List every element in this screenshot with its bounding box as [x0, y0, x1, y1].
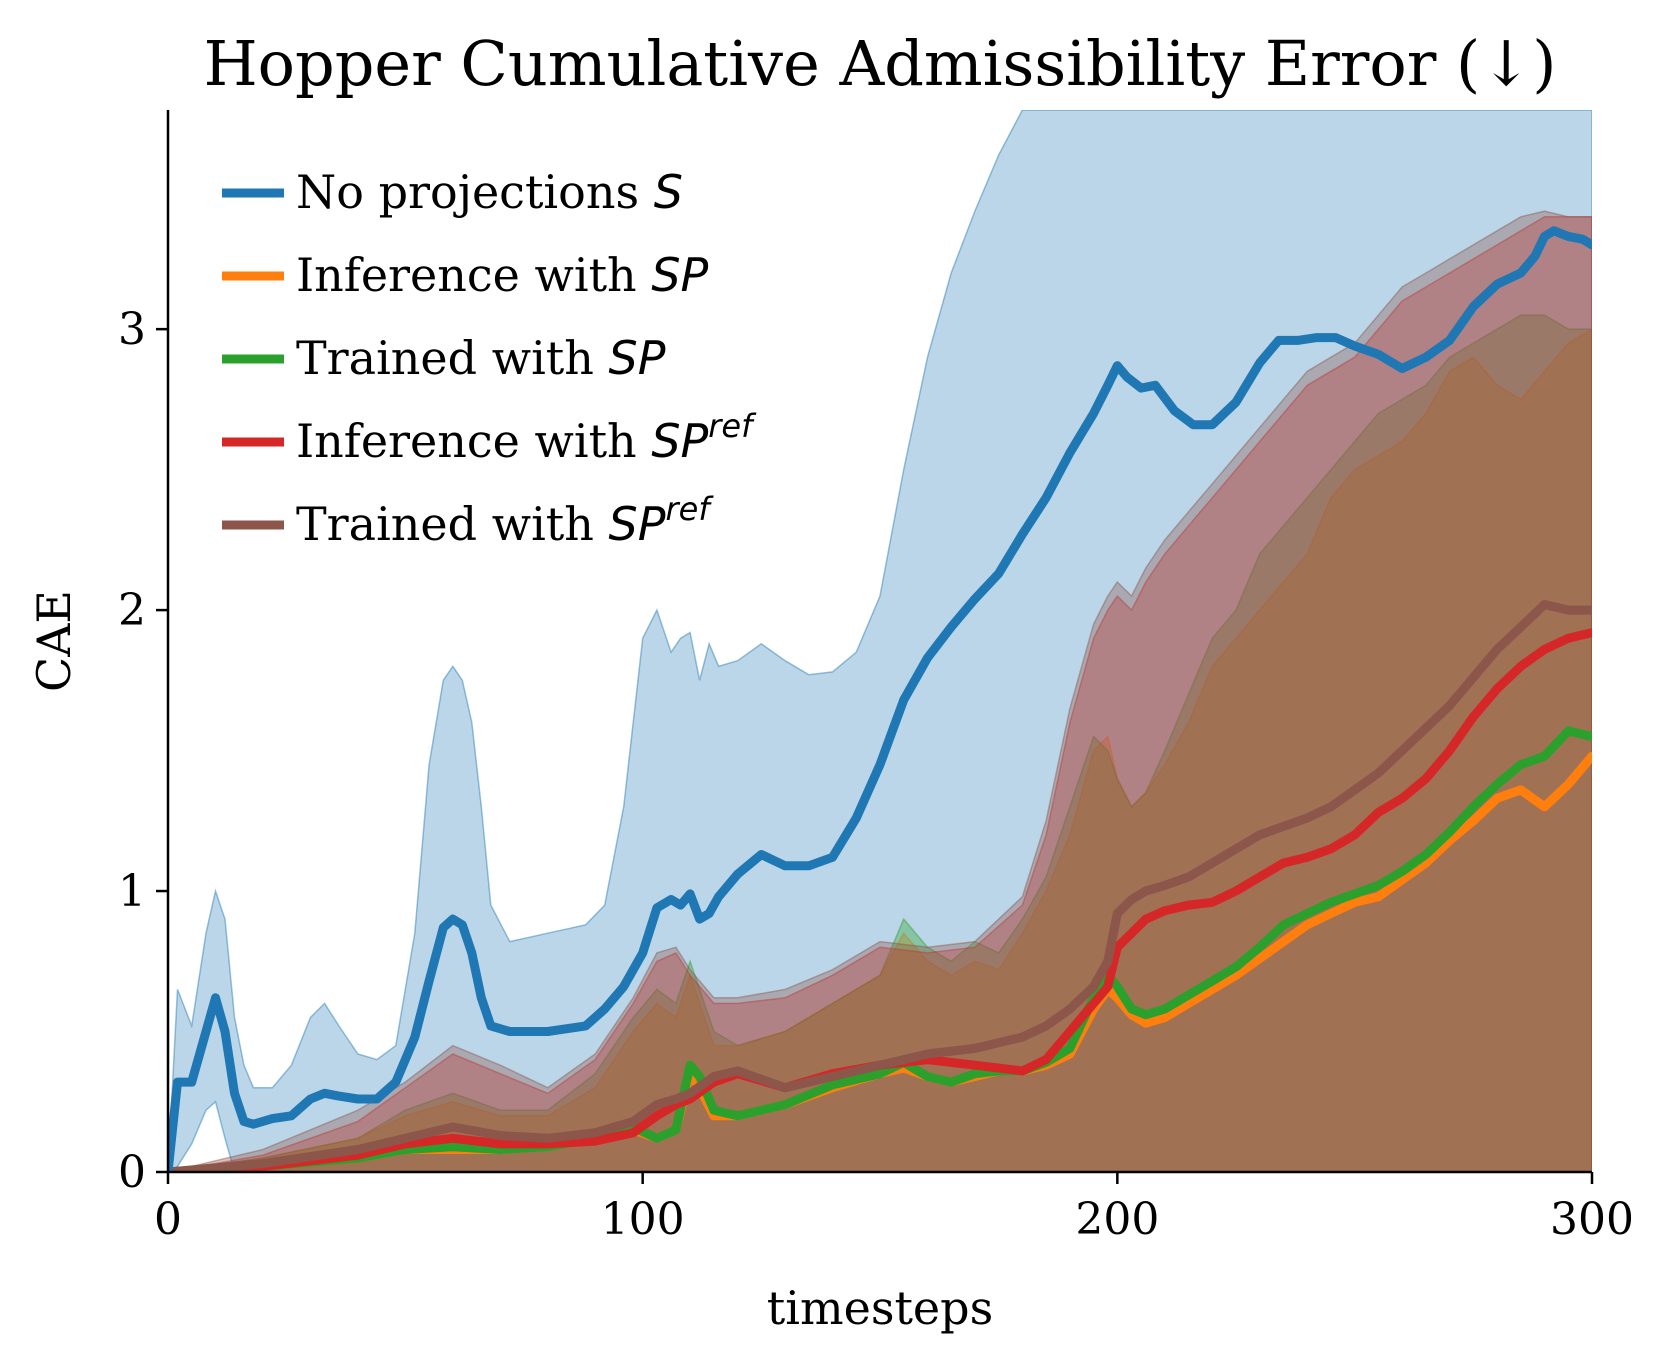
line-series-0 [168, 226, 1592, 1172]
legend-math: SP [609, 497, 666, 551]
legend-label-4: Trained with SPref [296, 490, 714, 551]
legend-sup: ref [708, 407, 757, 445]
chart-title: Hopper Cumulative Admissibility Error (↓… [204, 27, 1557, 100]
legend-math: SP [609, 331, 666, 385]
x-tick-label: 200 [1075, 1194, 1159, 1245]
y-tick-label: 2 [118, 585, 146, 636]
legend-math: S [654, 165, 683, 219]
legend-name: Trained with [296, 497, 609, 551]
legend-math: SP [651, 414, 708, 468]
x-axis-label: timesteps [767, 1281, 993, 1335]
x-ticks: 0 100 200 300 [154, 1172, 1634, 1245]
legend-label-2: Trained with SP [296, 331, 666, 385]
legend-sup: ref [666, 490, 715, 528]
y-tick-label: 1 [118, 866, 146, 917]
x-tick-label: 100 [601, 1194, 685, 1245]
legend-name: Inference with [296, 414, 651, 468]
y-tick-label: 3 [118, 304, 146, 355]
x-tick-label: 0 [154, 1194, 182, 1245]
band-series-2 [168, 314, 1592, 1172]
series-lines [168, 226, 1592, 1172]
legend-name: Trained with [296, 331, 609, 385]
y-tick-label: 0 [118, 1147, 146, 1198]
legend-label-1: Inference with SP [296, 248, 709, 302]
band-series-3 [168, 216, 1592, 1172]
legend-label-0: No projections S [296, 165, 683, 219]
y-ticks: 0 1 2 3 [118, 304, 168, 1198]
band-series-0 [168, 110, 1592, 1172]
band-series-4 [168, 210, 1592, 1172]
legend-name: Inference with [296, 248, 651, 302]
y-axis-label: CAE [27, 590, 81, 692]
legend-name: No projections [296, 165, 654, 219]
line-series-3 [168, 628, 1592, 1172]
line-series-4 [168, 600, 1592, 1172]
legend-math: SP [651, 248, 708, 302]
x-tick-label: 300 [1550, 1194, 1634, 1245]
axes [166, 110, 1592, 1174]
legend-label-3: Inference with SPref [296, 407, 757, 468]
